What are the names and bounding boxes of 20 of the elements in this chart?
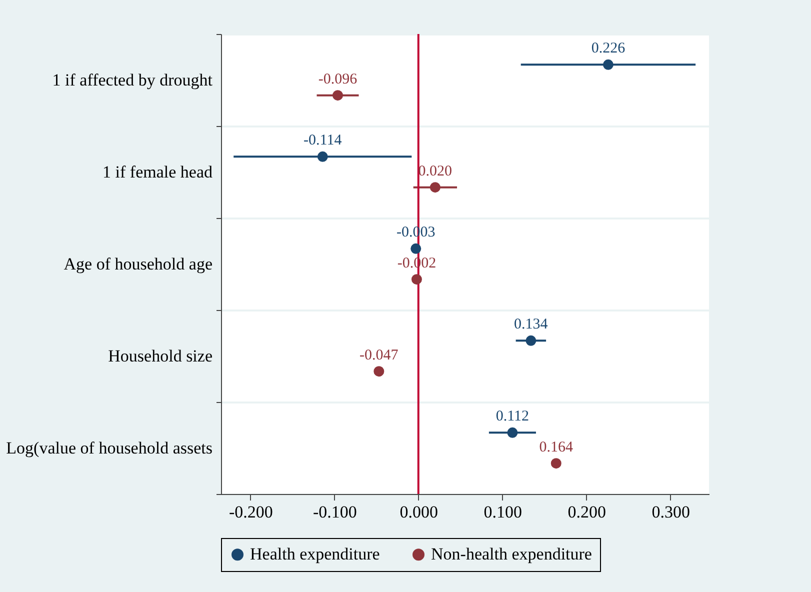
data-label: 0.164 [539,439,574,456]
x-tick-label: -0.200 [228,502,273,522]
data-label: -0.096 [318,71,358,88]
x-tick-label: -0.100 [312,502,357,522]
x-tick-label: 0.200 [568,502,606,522]
data-label: -0.114 [304,132,342,149]
x-tick-label: 0.000 [400,502,438,522]
data-label: -0.047 [360,347,399,364]
legend-label: Non-health expenditure [431,544,592,564]
y-tick-label: 1 if affected by drought [52,70,213,90]
data-label: 0.226 [591,40,626,57]
y-tick-label: Age of household age [64,254,212,274]
data-label: 0.134 [514,316,548,333]
x-tick-label: 0.100 [484,502,522,522]
y-tick-label: Household size [108,346,212,366]
y-tick-label: Log(value of household assets [6,438,212,458]
y-tick-label: 1 if female head [102,162,213,182]
data-label: 0.112 [496,408,530,425]
x-tick-label: 0.300 [652,502,690,522]
legend-label: Health expenditure [250,544,380,564]
